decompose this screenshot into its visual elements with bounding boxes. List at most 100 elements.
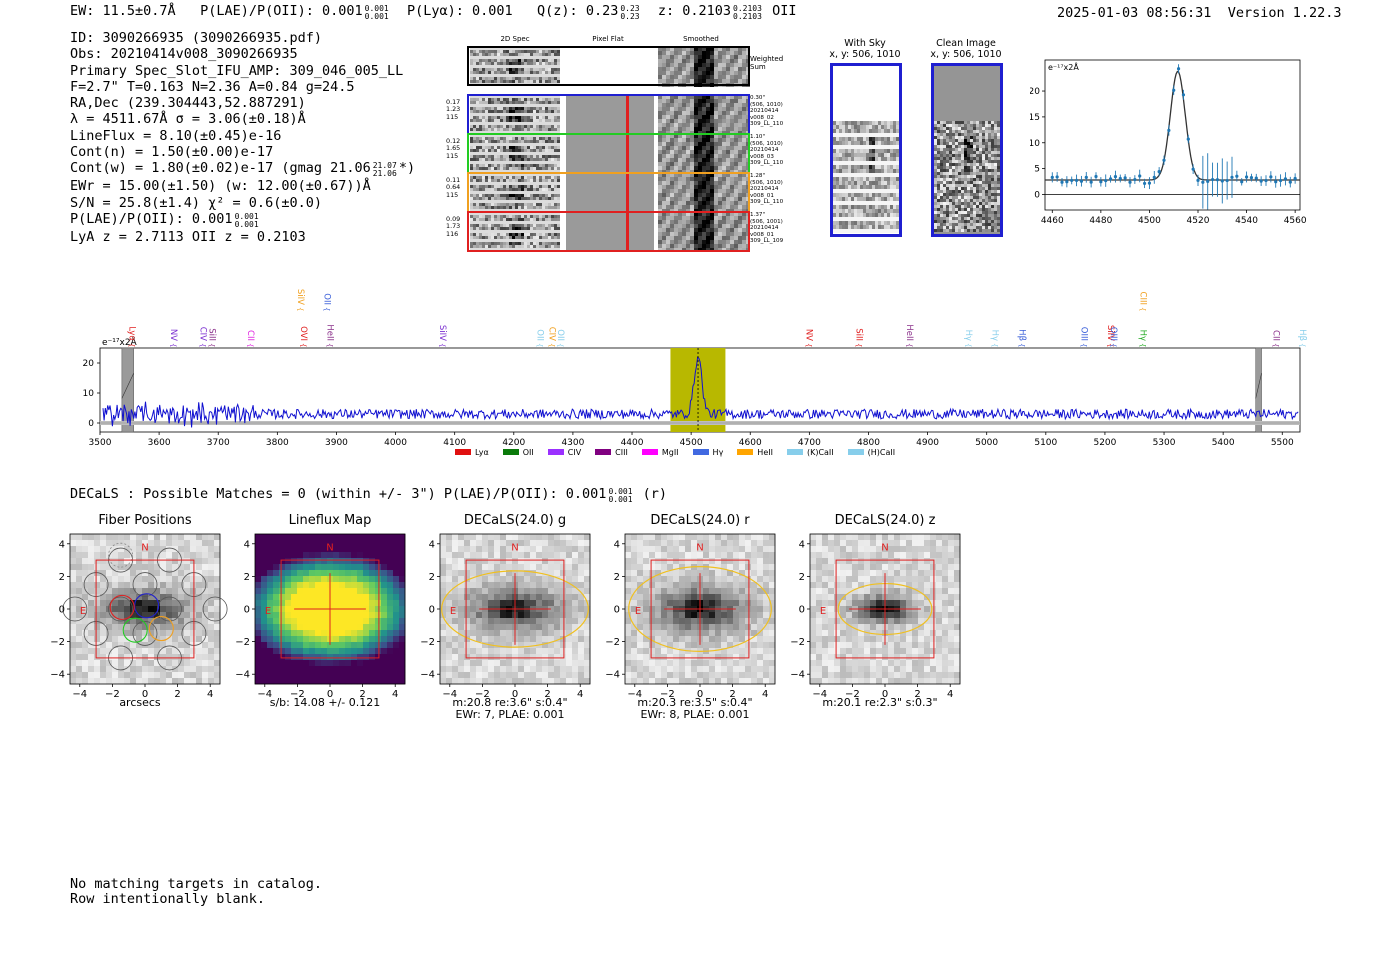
line-marker-brace: { xyxy=(169,343,177,347)
legend-item: CIII xyxy=(595,448,628,457)
panel-x-tick-label: 0 xyxy=(697,689,703,700)
fit-data-point xyxy=(1074,178,1079,182)
line-marker-brace: { xyxy=(905,343,913,347)
image-panel-caption: m:20.3 re:3.5" s:0.4" EWr: 8, PLAE: 0.001 xyxy=(637,696,753,721)
info-lyaz: LyA z = 2.7113 OII z = 0.2103 xyxy=(70,228,306,245)
spectrum-x-tick-label: 4400 xyxy=(621,438,644,448)
line-marker-label: SiII xyxy=(206,328,216,341)
spectrum-x-tick-label: 5300 xyxy=(1153,438,1176,448)
legend-item: Lyα xyxy=(455,448,489,457)
fit-data-point xyxy=(1196,178,1200,182)
line-marker-brace: { xyxy=(991,343,999,347)
panel-x-tick-label: 2 xyxy=(914,689,920,700)
fit-data-point xyxy=(1201,180,1205,184)
line-marker-label: CIV xyxy=(546,327,556,341)
fit-data-point xyxy=(1065,180,1069,184)
panel-y-tick-label: 0 xyxy=(244,605,250,616)
panel-x-tick-label: 2 xyxy=(544,689,550,700)
fiber-circle-red xyxy=(109,594,135,620)
fit-data-point xyxy=(1138,174,1142,178)
legend-label: CIII xyxy=(615,448,628,457)
fiber-circle xyxy=(132,572,158,597)
header-qz-lo: 0.23 xyxy=(620,12,640,21)
fit-data-point xyxy=(1259,179,1263,183)
line-marker-label: SiIV xyxy=(295,289,305,305)
sky-panel-clean-title: Clean Image x, y: 506, 1010 xyxy=(930,38,1002,60)
line-marker-brace: { xyxy=(1138,307,1146,311)
line-marker-brace: { xyxy=(1017,343,1025,347)
cutout-row-meta: 1.28" (506, 1010) 20210414 v008_01 309_LL_11… xyxy=(750,173,784,206)
line-marker-label: OII xyxy=(535,329,545,341)
compass-north: N xyxy=(141,542,148,553)
fit-x-tick-label: 4540 xyxy=(1235,216,1258,226)
line-marker-brace: { xyxy=(323,307,331,311)
spectrum-x-tick-label: 4000 xyxy=(384,438,407,448)
cutout-row-stats: 0.12 1.65 115 xyxy=(446,137,461,160)
image-panel-decals: N E −4 −4 −2 −2 0 0 2 2 4 4 xyxy=(790,533,961,700)
fit-data-point xyxy=(1172,88,1176,92)
legend-swatch xyxy=(641,449,658,455)
line-marker-label: OII xyxy=(555,329,565,341)
header-z: z: 0.2103 xyxy=(657,3,732,19)
fit-data-point xyxy=(1094,174,1098,179)
panel-y-tick-label: −2 xyxy=(50,637,65,648)
sky-image-with-sky xyxy=(830,63,902,237)
search-box xyxy=(280,559,380,659)
cutout-row-frame xyxy=(467,211,750,252)
panel-x-tick-label: 0 xyxy=(327,689,333,700)
panel-y-tick-label: −4 xyxy=(790,670,805,681)
panel-y-tick-label: 2 xyxy=(244,572,250,583)
fiber-circle xyxy=(108,596,133,622)
image-panel-caption: arcsecs xyxy=(119,696,161,709)
panel-x-tick-label: −2 xyxy=(290,689,305,700)
panel-x-tick-label: −2 xyxy=(475,689,490,700)
fit-data-point xyxy=(1278,178,1283,183)
panel-x-tick-label: 2 xyxy=(729,689,735,700)
fit-data-point xyxy=(1050,175,1054,179)
fit-data-point xyxy=(1269,175,1273,179)
image-panel-caption: m:20.1 re:2.3" s:0.3" xyxy=(822,696,938,709)
panel-y-tick-label: 2 xyxy=(614,572,620,583)
line-marker-label: HeII xyxy=(325,324,335,341)
info-lambda: λ = 4511.67Å σ = 3.06(±0.18)Å xyxy=(70,111,306,128)
line-marker-brace: { xyxy=(1298,343,1306,347)
header-version: Version 1.22.3 xyxy=(1227,5,1342,21)
fit-model-curve xyxy=(1045,70,1300,181)
col-title-smoothed: Smoothed xyxy=(683,35,719,43)
source-ellipse xyxy=(628,566,772,652)
fit-data-point xyxy=(1283,177,1288,181)
spectrum-x-tick-label: 5500 xyxy=(1271,438,1294,448)
fit-data-point xyxy=(1254,176,1258,180)
spectrum-x-tick-label: 5100 xyxy=(1034,438,1057,448)
spectrum-x-tick-label: 5000 xyxy=(975,438,998,448)
spectrum-x-tick-label: 3500 xyxy=(89,438,112,448)
panel-y-tick-label: −2 xyxy=(605,637,620,648)
fit-data-point xyxy=(1288,180,1292,184)
fit-y-tick-label: 5 xyxy=(1034,165,1040,175)
fit-data-point xyxy=(1113,175,1118,179)
legend-label: CIV xyxy=(567,448,582,457)
line-marker-brace: { xyxy=(1106,343,1114,347)
spectrum-x-tick-label: 3900 xyxy=(325,438,348,448)
info-id: ID: 3090266935 (3090266935.pdf) xyxy=(70,30,322,46)
col-title-pixelflat: Pixel Flat xyxy=(592,35,624,43)
panel-y-tick-label: 2 xyxy=(799,572,805,583)
compass-east: E xyxy=(635,606,641,617)
legend-item: (K)CaII xyxy=(786,448,834,457)
cutout-row-frame xyxy=(467,46,750,86)
fit-x-tick-label: 4500 xyxy=(1138,216,1161,226)
fit-data-point xyxy=(1157,170,1161,174)
panel-y-tick-label: −2 xyxy=(790,637,805,648)
fit-x-tick-label: 4560 xyxy=(1284,216,1307,226)
panel-x-tick-label: −4 xyxy=(627,689,642,700)
fit-data-point xyxy=(1147,181,1152,185)
legend-swatch xyxy=(692,449,709,455)
fit-data-point xyxy=(1128,180,1132,184)
full-spectrum-plot: 3500 3600 3700 3800 3900 4000 4100 4200 4300 4400… xyxy=(83,289,1307,448)
panel-x-tick-label: 0 xyxy=(882,689,888,700)
fit-data-point xyxy=(1215,178,1220,182)
panel-y-tick-label: 0 xyxy=(59,605,65,616)
line-marker-brace: { xyxy=(207,343,215,347)
spectrum-x-tick-label: 3700 xyxy=(207,438,230,448)
panel-x-tick-label: −4 xyxy=(442,689,457,700)
